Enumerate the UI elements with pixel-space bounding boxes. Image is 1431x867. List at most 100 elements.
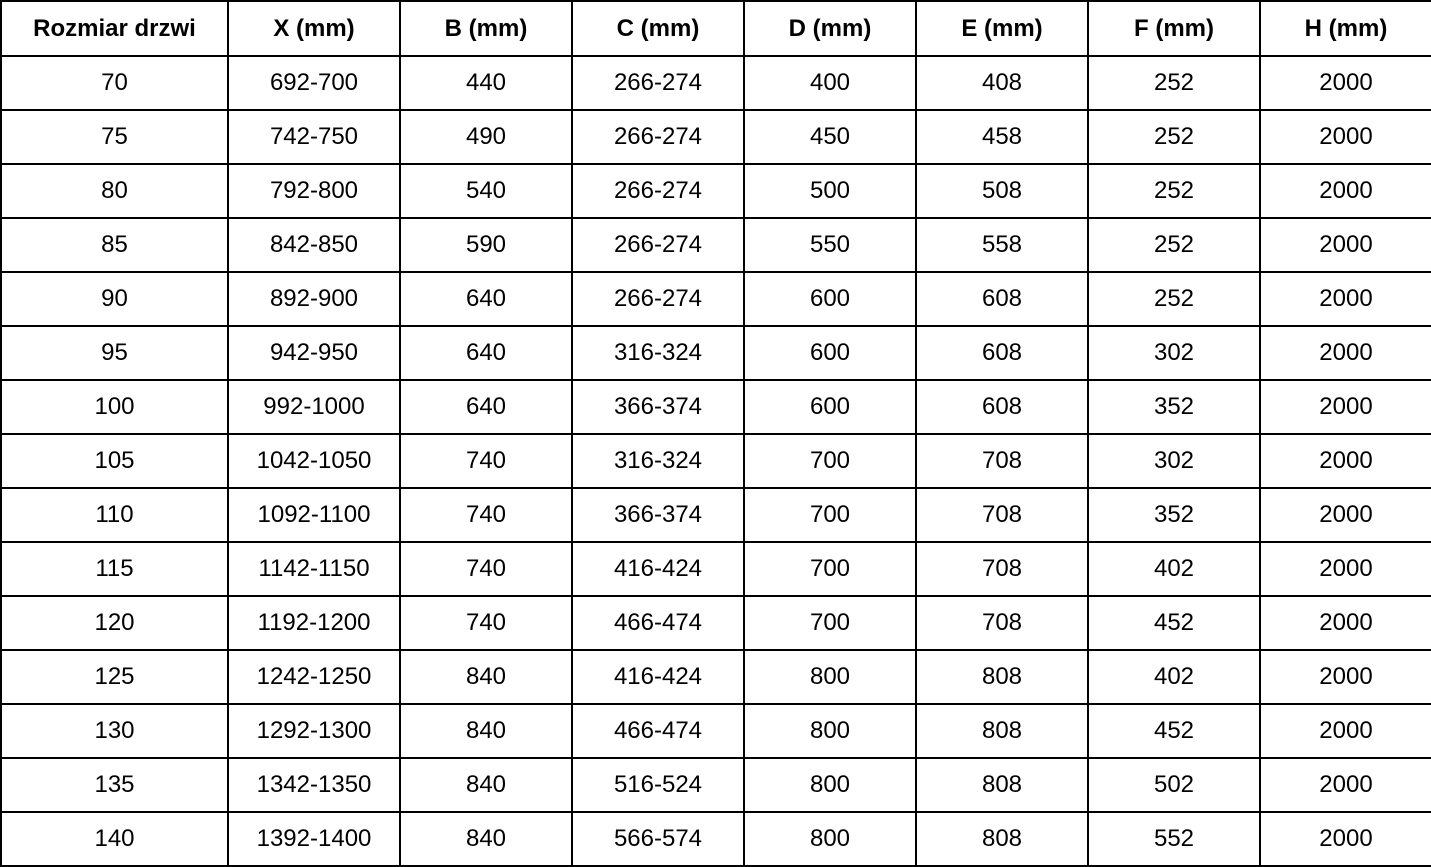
dimension-cell: 458 xyxy=(915,109,1089,165)
dimension-cell: 252 xyxy=(1087,217,1261,273)
dimension-cell: 466-474 xyxy=(571,703,745,759)
dimension-cell: 2000 xyxy=(1259,325,1431,381)
table-row: 95 942-950 640 316-324 600 608 302 2000 xyxy=(0,325,1431,381)
dimension-cell: 608 xyxy=(915,271,1089,327)
dimension-cell: 708 xyxy=(915,433,1089,489)
column-header-f: F (mm) xyxy=(1087,0,1261,57)
door-size-cell: 85 xyxy=(0,217,229,273)
dimension-cell: 2000 xyxy=(1259,487,1431,543)
dimension-cell: 452 xyxy=(1087,703,1261,759)
dimension-cell: 408 xyxy=(915,55,1089,111)
dimension-cell: 800 xyxy=(743,649,917,705)
dimension-cell: 490 xyxy=(399,109,573,165)
dimension-cell: 808 xyxy=(915,811,1089,867)
dimension-cell: 352 xyxy=(1087,487,1261,543)
dimension-cell: 352 xyxy=(1087,379,1261,435)
dimension-cell: 316-324 xyxy=(571,433,745,489)
column-header-h: H (mm) xyxy=(1259,0,1431,57)
dimension-cell: 500 xyxy=(743,163,917,219)
dimension-cell: 2000 xyxy=(1259,703,1431,759)
dimension-cell: 640 xyxy=(399,271,573,327)
dimension-cell: 550 xyxy=(743,217,917,273)
dimension-cell: 700 xyxy=(743,487,917,543)
dimension-cell: 566-574 xyxy=(571,811,745,867)
dimension-cell: 266-274 xyxy=(571,217,745,273)
dimension-cell: 792-800 xyxy=(227,163,401,219)
dimension-cell: 692-700 xyxy=(227,55,401,111)
dimension-cell: 316-324 xyxy=(571,325,745,381)
dimension-cell: 2000 xyxy=(1259,595,1431,651)
table-row: 115 1142-1150 740 416-424 700 708 402 2000 xyxy=(0,541,1431,597)
dimension-cell: 266-274 xyxy=(571,163,745,219)
column-header-e: E (mm) xyxy=(915,0,1089,57)
dimension-cell: 942-950 xyxy=(227,325,401,381)
header-row: Rozmiar drzwi X (mm) B (mm) C (mm) D (mm… xyxy=(0,0,1431,57)
dimension-cell: 808 xyxy=(915,649,1089,705)
dimension-cell: 700 xyxy=(743,595,917,651)
dimension-cell: 700 xyxy=(743,541,917,597)
dimension-cell: 252 xyxy=(1087,163,1261,219)
table-row: 130 1292-1300 840 466-474 800 808 452 2000 xyxy=(0,703,1431,759)
door-size-cell: 110 xyxy=(0,487,229,543)
dimension-cell: 840 xyxy=(399,703,573,759)
door-size-cell: 115 xyxy=(0,541,229,597)
dimension-cell: 1242-1250 xyxy=(227,649,401,705)
dimension-cell: 708 xyxy=(915,595,1089,651)
dimension-cell: 1192-1200 xyxy=(227,595,401,651)
dimension-cell: 1292-1300 xyxy=(227,703,401,759)
dimension-cell: 266-274 xyxy=(571,55,745,111)
dimension-cell: 1342-1350 xyxy=(227,757,401,813)
dimension-cell: 2000 xyxy=(1259,163,1431,219)
dimension-cell: 2000 xyxy=(1259,757,1431,813)
dimension-cell: 1392-1400 xyxy=(227,811,401,867)
column-header-d: D (mm) xyxy=(743,0,917,57)
dimension-cell: 502 xyxy=(1087,757,1261,813)
dimension-cell: 1092-1100 xyxy=(227,487,401,543)
dimension-cell: 600 xyxy=(743,271,917,327)
column-header-door-size: Rozmiar drzwi xyxy=(0,0,229,57)
dimension-cell: 2000 xyxy=(1259,811,1431,867)
dimension-cell: 266-274 xyxy=(571,271,745,327)
table-row: 100 992-1000 640 366-374 600 608 352 2000 xyxy=(0,379,1431,435)
table-row: 140 1392-1400 840 566-574 800 808 552 2000 xyxy=(0,811,1431,867)
dimension-cell: 2000 xyxy=(1259,271,1431,327)
dimension-cell: 640 xyxy=(399,325,573,381)
dimension-cell: 2000 xyxy=(1259,109,1431,165)
column-header-x: X (mm) xyxy=(227,0,401,57)
table-header: Rozmiar drzwi X (mm) B (mm) C (mm) D (mm… xyxy=(0,0,1431,57)
dimension-cell: 840 xyxy=(399,757,573,813)
table-body: 70 692-700 440 266-274 400 408 252 2000 75 742-75… xyxy=(0,55,1431,867)
door-size-cell: 100 xyxy=(0,379,229,435)
table-row: 135 1342-1350 840 516-524 800 808 502 2000 xyxy=(0,757,1431,813)
door-size-cell: 135 xyxy=(0,757,229,813)
dimension-cell: 252 xyxy=(1087,271,1261,327)
dimension-cell: 252 xyxy=(1087,109,1261,165)
dimension-cell: 416-424 xyxy=(571,649,745,705)
dimension-cell: 558 xyxy=(915,217,1089,273)
dimension-cell: 600 xyxy=(743,379,917,435)
table-row: 120 1192-1200 740 466-474 700 708 452 2000 xyxy=(0,595,1431,651)
dimension-cell: 992-1000 xyxy=(227,379,401,435)
door-size-cell: 90 xyxy=(0,271,229,327)
dimension-cell: 440 xyxy=(399,55,573,111)
dimension-cell: 402 xyxy=(1087,541,1261,597)
dimension-cell: 808 xyxy=(915,757,1089,813)
dimension-cell: 600 xyxy=(743,325,917,381)
door-size-cell: 120 xyxy=(0,595,229,651)
dimension-cell: 2000 xyxy=(1259,379,1431,435)
dimension-cell: 466-474 xyxy=(571,595,745,651)
dimension-cell: 2000 xyxy=(1259,217,1431,273)
dimension-cell: 416-424 xyxy=(571,541,745,597)
door-size-cell: 75 xyxy=(0,109,229,165)
table-row: 85 842-850 590 266-274 550 558 252 2000 xyxy=(0,217,1431,273)
dimension-cell: 400 xyxy=(743,55,917,111)
table-row: 105 1042-1050 740 316-324 700 708 302 2000 xyxy=(0,433,1431,489)
dimension-cell: 302 xyxy=(1087,325,1261,381)
dimension-cell: 1142-1150 xyxy=(227,541,401,597)
dimension-cell: 450 xyxy=(743,109,917,165)
dimension-cell: 608 xyxy=(915,325,1089,381)
dimension-cell: 742-750 xyxy=(227,109,401,165)
dimension-cell: 708 xyxy=(915,487,1089,543)
dimension-cell: 366-374 xyxy=(571,379,745,435)
